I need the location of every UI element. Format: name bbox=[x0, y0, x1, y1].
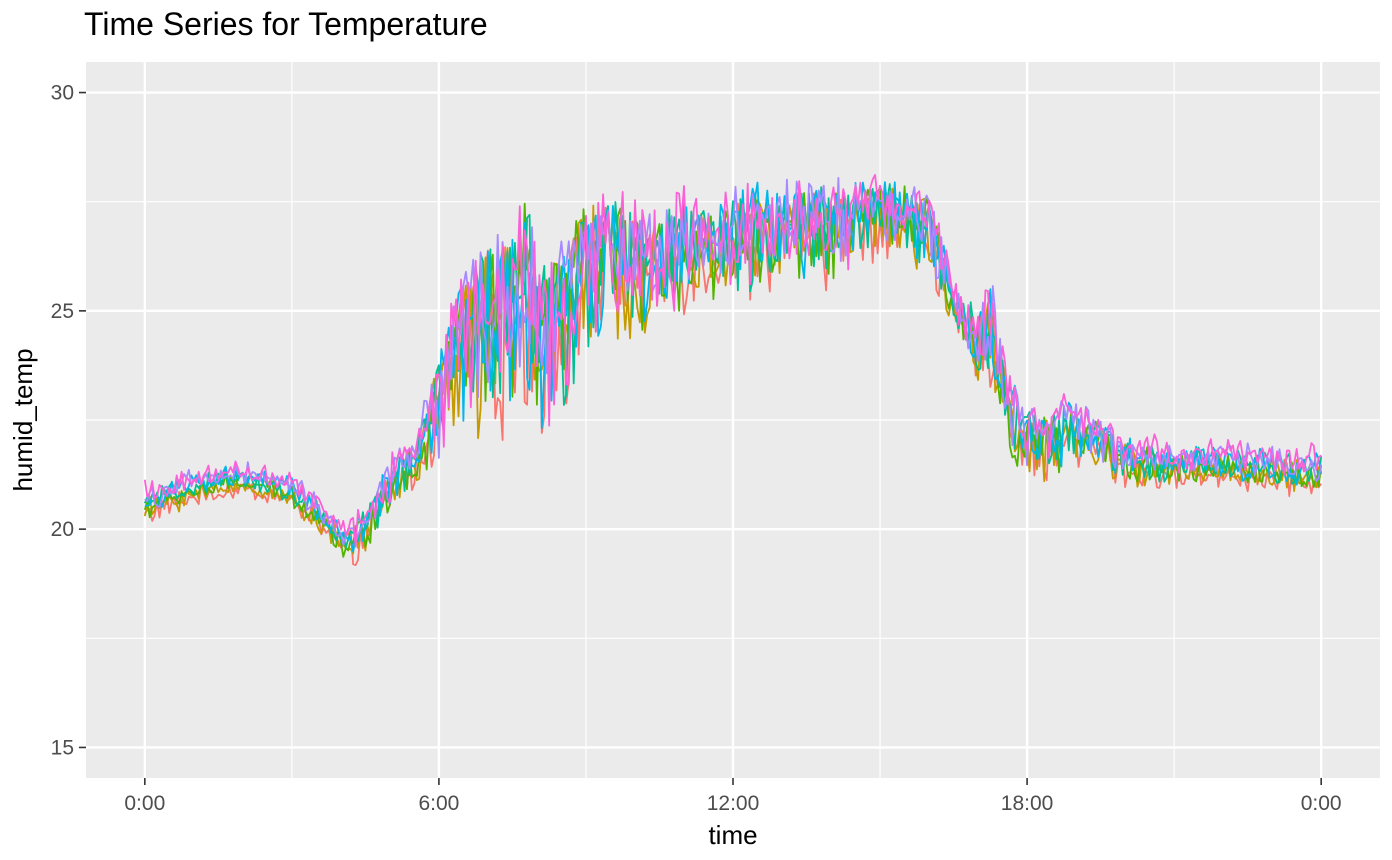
series-line bbox=[144, 177, 1323, 546]
y-axis-title: humid_temp bbox=[8, 348, 38, 491]
y-tick-label: 15 bbox=[51, 736, 74, 759]
y-tick-label: 20 bbox=[51, 518, 74, 541]
x-tick-label: 12:00 bbox=[707, 792, 760, 815]
x-tick-label: 0:00 bbox=[1301, 792, 1342, 815]
tick-labels: 0:00 6:00 12:00 18:00 0:00 15 20 25 30 bbox=[51, 82, 1342, 815]
series-line bbox=[143, 174, 1322, 548]
y-tick-label: 30 bbox=[51, 82, 74, 105]
series-layer bbox=[143, 174, 1323, 566]
x-axis-title: time bbox=[708, 820, 757, 850]
y-tick-label: 25 bbox=[51, 300, 74, 323]
axis-ticks bbox=[79, 91, 1322, 785]
x-tick-label: 6:00 bbox=[418, 792, 459, 815]
series-line bbox=[144, 192, 1322, 566]
chart-title: Time Series for Temperature bbox=[84, 6, 488, 42]
x-tick-label: 0:00 bbox=[124, 792, 165, 815]
x-tick-label: 18:00 bbox=[1001, 792, 1054, 815]
